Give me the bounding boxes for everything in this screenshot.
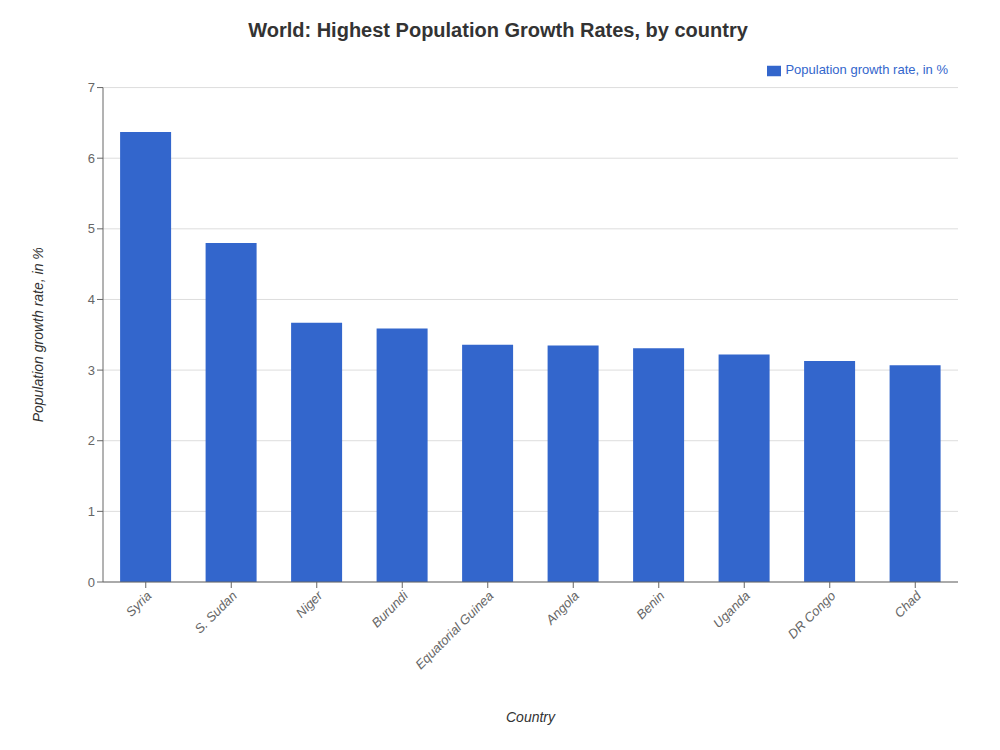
svg-text:S. Sudan: S. Sudan	[191, 588, 239, 636]
svg-text:Chad: Chad	[891, 587, 924, 620]
svg-text:Country: Country	[506, 709, 556, 725]
svg-text:3: 3	[88, 363, 95, 378]
html-text:Population growth rate, in %: Population growth rate, in %	[785, 62, 948, 77]
svg-text:4: 4	[88, 292, 95, 307]
svg-text:0: 0	[88, 575, 95, 590]
html-text:World: Highest Population Grow: World: Highest Population Growth Rates, …	[248, 19, 748, 41]
svg-text:5: 5	[88, 221, 95, 236]
svg-text:DR Congo: DR Congo	[785, 588, 839, 642]
svg-text:Uganda: Uganda	[710, 588, 753, 631]
svg-text:Equatorial Guinea: Equatorial Guinea	[412, 588, 496, 672]
svg-text:7: 7	[88, 80, 95, 95]
svg-text:Population growth rate, in %: Population growth rate, in %	[30, 247, 46, 422]
svg-text:Niger: Niger	[293, 588, 326, 621]
svg-text:1: 1	[88, 504, 95, 519]
svg-text:2: 2	[88, 433, 95, 448]
svg-text:Benin: Benin	[633, 588, 667, 622]
svg-text:Syria: Syria	[123, 588, 155, 620]
svg-text:6: 6	[88, 151, 95, 166]
svg-text:Burundi: Burundi	[369, 587, 412, 630]
svg-text:Angola: Angola	[542, 588, 582, 628]
